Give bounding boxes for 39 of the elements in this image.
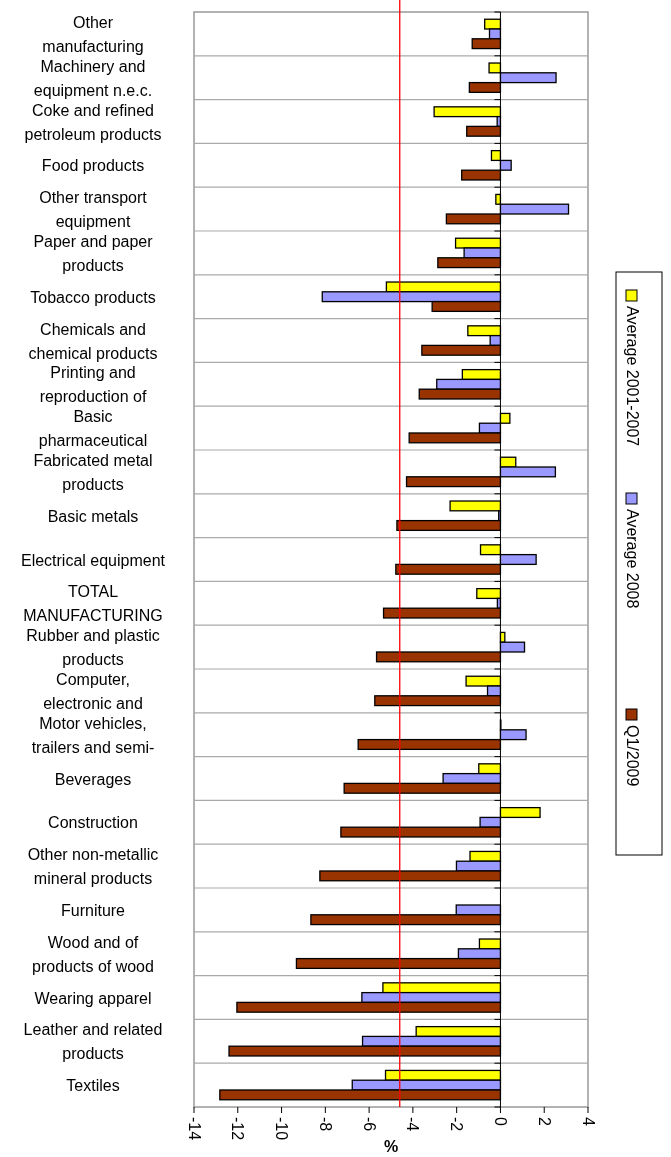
y-tick-label: Tobacco products (30, 288, 156, 306)
x-tick-label: 2 (535, 1117, 553, 1126)
y-tick-label: Computer, electronic and (43, 670, 143, 712)
y-tick-label: Printing and reproduction of (39, 364, 147, 406)
x-axis-title: % (383, 1138, 399, 1155)
y-tick-label: Rubber and plastic products (26, 627, 160, 669)
x-tick-label: -10 (273, 1117, 291, 1141)
y-tick-label: Coke and refined petroleum products (24, 101, 162, 143)
x-tick-label: -12 (229, 1117, 247, 1141)
legend-label: Average 2008 (623, 509, 641, 609)
y-tick-label: Other non-metallic mineral products (27, 846, 159, 888)
y-tick-label: Wearing apparel (34, 989, 152, 1007)
legend-label: Q1/2009 (623, 725, 641, 787)
y-tick-label: Paper and paper products (33, 232, 154, 274)
x-tick-label: -14 (185, 1117, 203, 1141)
y-tick-label: Fabricated metal products (33, 451, 153, 493)
x-tick-label: -4 (404, 1117, 422, 1132)
y-tick-label: Wood and of products of wood (32, 933, 154, 975)
y-tick-label: Construction (48, 814, 138, 832)
x-tick-label: 4 (579, 1117, 597, 1126)
y-tick-label: Food products (41, 157, 145, 175)
y-tick-label: Basic metals (47, 507, 139, 525)
y-tick-label: Other transport equipment (39, 189, 148, 231)
x-tick-label: -8 (316, 1117, 334, 1132)
x-tick-label: -2 (448, 1117, 466, 1132)
legend-label: Average 2001-2007 (623, 306, 641, 447)
y-tick-label: Electrical equipment (20, 551, 166, 569)
y-tick-label: Beverages (54, 770, 132, 788)
x-tick-label: -6 (360, 1117, 378, 1132)
y-tick-label: TOTAL MANUFACTURING (23, 583, 163, 625)
y-tick-label: Furniture (60, 901, 126, 919)
y-tick-label: Basic pharmaceutical (38, 408, 148, 450)
y-tick-label: Textiles (66, 1077, 120, 1095)
y-tick-label: Motor vehicles, trailers and semi- (31, 714, 155, 756)
y-tick-label: Leather and related products (23, 1021, 163, 1063)
y-tick-label: Chemicals and chemical products (28, 320, 158, 362)
y-tick-label: Other manufacturing (42, 13, 144, 55)
x-tick-label: 0 (491, 1117, 509, 1126)
y-tick-label: Machinery and equipment n.e.c. (33, 57, 153, 99)
